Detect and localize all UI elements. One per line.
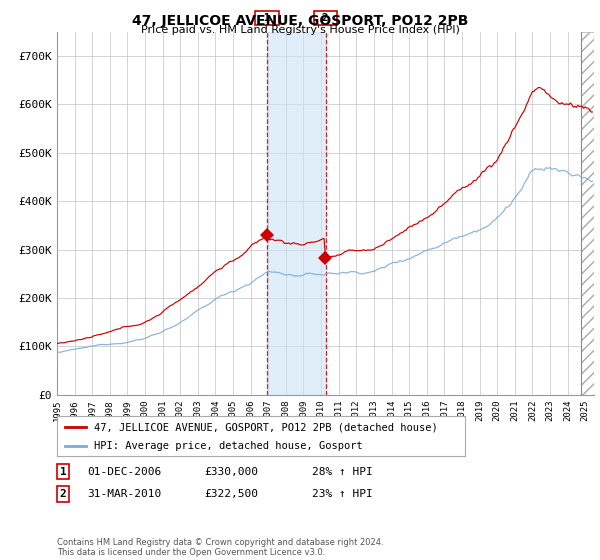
Text: 2: 2 bbox=[316, 13, 335, 23]
Text: 31-MAR-2010: 31-MAR-2010 bbox=[87, 489, 161, 499]
Text: Price paid vs. HM Land Registry's House Price Index (HPI): Price paid vs. HM Land Registry's House … bbox=[140, 25, 460, 35]
Text: Contains HM Land Registry data © Crown copyright and database right 2024.
This d: Contains HM Land Registry data © Crown c… bbox=[57, 538, 383, 557]
Text: 47, JELLICOE AVENUE, GOSPORT, PO12 2PB (detached house): 47, JELLICOE AVENUE, GOSPORT, PO12 2PB (… bbox=[94, 422, 437, 432]
Text: 23% ↑ HPI: 23% ↑ HPI bbox=[312, 489, 373, 499]
Text: £330,000: £330,000 bbox=[204, 466, 258, 477]
Text: 01-DEC-2006: 01-DEC-2006 bbox=[87, 466, 161, 477]
Text: 1: 1 bbox=[257, 13, 277, 23]
Bar bbox=[581, 32, 594, 395]
Text: HPI: Average price, detached house, Gosport: HPI: Average price, detached house, Gosp… bbox=[94, 441, 362, 451]
Text: £322,500: £322,500 bbox=[204, 489, 258, 499]
Text: 28% ↑ HPI: 28% ↑ HPI bbox=[312, 466, 373, 477]
Text: 1: 1 bbox=[59, 466, 67, 477]
Text: 2: 2 bbox=[59, 489, 67, 499]
Bar bbox=[267, 32, 326, 395]
Text: 47, JELLICOE AVENUE, GOSPORT, PO12 2PB: 47, JELLICOE AVENUE, GOSPORT, PO12 2PB bbox=[132, 14, 468, 28]
Bar bbox=[581, 32, 594, 395]
